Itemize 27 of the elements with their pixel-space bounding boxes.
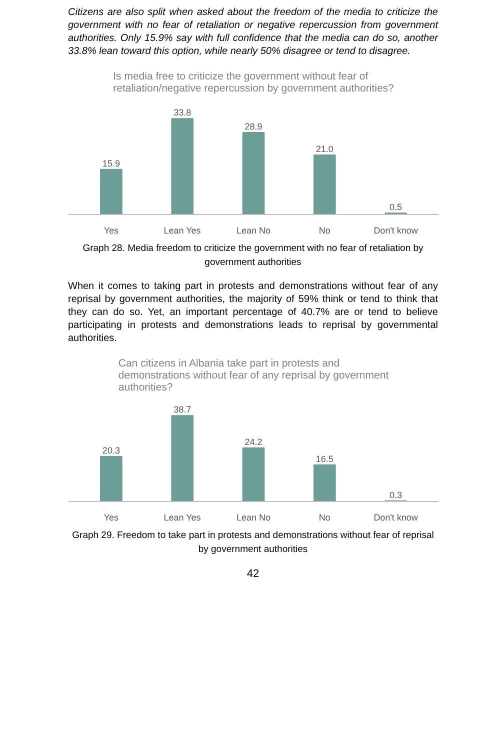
- data-label: 0.3: [390, 490, 402, 500]
- chart-title: Is media free to criticize the government without fear of retaliation/negative repercussion by government authorities?: [113, 70, 394, 95]
- data-label: 38.7: [174, 404, 192, 415]
- text: 42: [246, 566, 260, 582]
- data-label: 20.3: [102, 445, 120, 456]
- x-tick-label: Lean Yes: [164, 512, 202, 522]
- chart-title: Can citizens in Albania take part in protests and demonstrations without fear of any reprisal by government authorities?: [118, 357, 389, 394]
- data-label: 15.9: [102, 158, 120, 169]
- text: Citizens are also split when asked about the freedom of the media to criticize the government with no fear of retaliation or negative repercussion from government authorities. Only 15.9% say with full confidence that the media can do so, another 33.8% lean toward this option, while nearly 50% disagree or tend to disagree.: [68, 6, 438, 58]
- data-label: 16.5: [316, 454, 334, 464]
- data-label: 21.0: [316, 144, 334, 154]
- x-tick-label: Lean No: [236, 226, 271, 236]
- caption: Graph 29. Freedom to take part in protests and demonstrations without fear of reprisal by government authorities: [71, 528, 435, 556]
- x-tick-label: Lean Yes: [164, 226, 202, 236]
- data-label: 33.8: [174, 108, 192, 118]
- data-label: 0.5: [390, 202, 402, 212]
- x-tick-label: No: [318, 226, 330, 236]
- x-tick-label: Yes: [104, 226, 120, 236]
- x-tick-label: Don't know: [374, 226, 418, 236]
- data-label: 24.2: [244, 436, 262, 447]
- x-tick-label: Don't know: [374, 512, 418, 522]
- data-label: 28.9: [244, 122, 262, 132]
- text: When it comes to taking part in protests and demonstrations without fear of any reprisal by government authorities, the majority of 59% think or tend to think that they can do so. Yet, an important percentage of 40.7% are or tend to believe participating in protests and demonstrations leads to reprisal by governmental authorities.: [68, 280, 438, 345]
- x-tick-label: Lean No: [236, 512, 271, 522]
- x-tick-label: Yes: [104, 512, 120, 522]
- caption: Graph 28. Media freedom to criticize the government with no fear of retaliation by government authorities: [82, 242, 424, 270]
- x-tick-label: No: [318, 512, 330, 522]
